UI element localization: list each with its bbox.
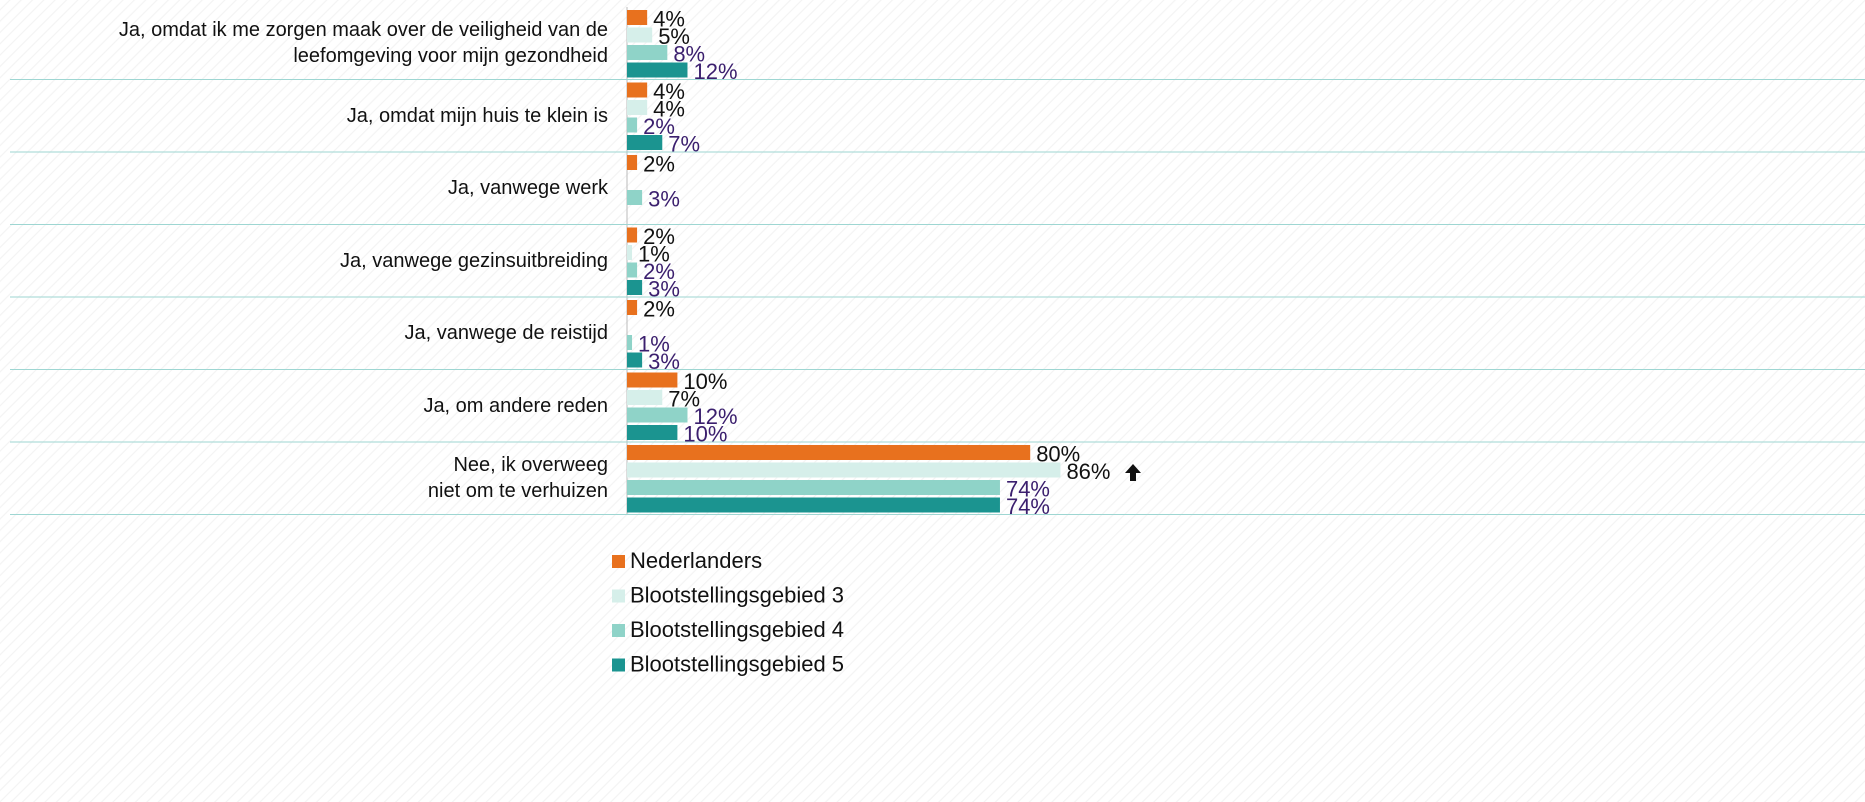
value-label: 74% [1006,494,1050,519]
bar [627,445,1031,460]
value-label: 2% [643,296,675,321]
value-label: 3% [648,186,680,211]
legend-label: Blootstellingsgebied 5 [630,651,844,676]
legend-swatch [612,658,625,672]
value-label: 86% [1066,459,1110,484]
legend-label: Blootstellingsgebied 3 [630,582,844,607]
bar [627,390,663,405]
value-label: 10% [683,421,727,446]
legend-label: Nederlanders [630,548,762,573]
bar [627,62,688,78]
value-label: 3% [648,276,680,301]
category-label: Ja, vanwege werk [447,177,608,200]
value-label: 2% [643,151,675,176]
category-label: Ja, om andere reden [423,394,608,417]
bar [627,372,678,388]
value-label: 1% [638,331,670,356]
legend-swatch [612,624,625,637]
category-label: Nee, ik overweeg niet om te verhuizen [427,454,608,503]
category-label: Ja, vanwege gezinsuitbreiding [340,249,608,272]
value-label: 74% [1006,476,1050,501]
value-label: 8% [673,41,705,66]
significance-arrow [1125,464,1141,481]
bar [627,190,643,205]
value-label: 3% [648,349,680,374]
bar [627,117,638,133]
legend-swatch [612,589,625,603]
value-label: 4% [653,79,685,104]
bar [627,480,1000,495]
value-label: 1% [638,241,670,266]
value-label: 12% [693,59,737,84]
bar [627,10,648,25]
bar [627,227,638,243]
value-label: 80% [1036,441,1080,466]
value-label: 7% [668,386,700,411]
value-label: 7% [668,131,700,156]
category-label: Ja, omdat mijn huis te klein is [346,104,608,127]
bar [627,245,633,260]
bar [627,425,678,440]
bar [627,462,1061,478]
bar [627,497,1000,513]
value-label: 12% [693,404,737,429]
bar [627,155,638,170]
bar [627,82,648,98]
value-label: 2% [643,114,675,139]
bar [627,335,633,350]
bar [627,27,653,43]
bar [627,352,643,368]
category-label: Ja, vanwege de reistijd [404,322,608,345]
bar [627,100,648,115]
legend-swatch [612,555,625,568]
category-label: Ja, omdat ik me zorgen maak over de veil… [118,19,608,68]
bar [627,45,668,60]
bar [627,262,638,278]
value-label: 2% [643,259,675,284]
bar [627,407,688,423]
bar [627,280,643,295]
value-label: 4% [653,6,685,31]
value-label: 4% [653,96,685,121]
bar [627,135,663,150]
legend-label: Blootstellingsgebied 4 [630,617,844,642]
value-label: 5% [658,24,690,49]
value-label: 10% [683,369,727,394]
value-label: 2% [643,224,675,249]
bar [627,300,638,315]
